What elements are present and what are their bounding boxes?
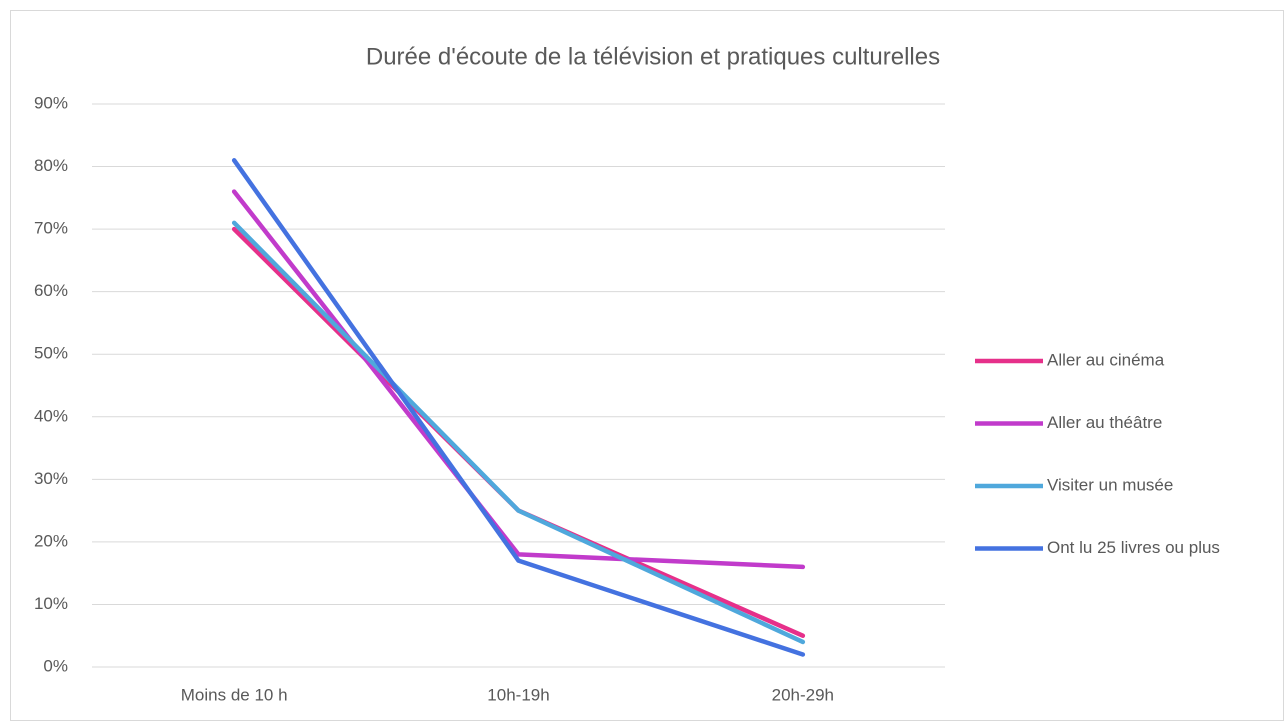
- y-tick-label: 20%: [34, 531, 68, 550]
- chart-title: Durée d'écoute de la télévision et prati…: [366, 43, 940, 70]
- y-tick-label: 30%: [34, 469, 68, 488]
- legend-label: Aller au théâtre: [1047, 413, 1162, 432]
- legend-label: Aller au cinéma: [1047, 350, 1165, 369]
- series-line: [231, 189, 806, 570]
- legend-label: Ont lu 25 livres ou plus: [1047, 538, 1220, 557]
- x-tick-label: 20h-29h: [772, 685, 834, 704]
- series-line: [231, 220, 806, 645]
- x-tick-label: 10h-19h: [487, 685, 549, 704]
- y-tick-label: 70%: [34, 219, 68, 238]
- y-tick-label: 60%: [34, 281, 68, 300]
- y-tick-label: 80%: [34, 156, 68, 175]
- y-tick-label: 10%: [34, 594, 68, 613]
- y-tick-label: 50%: [34, 344, 68, 363]
- series-line: [231, 158, 806, 657]
- y-tick-label: 40%: [34, 406, 68, 425]
- x-tick-label: Moins de 10 h: [181, 685, 288, 704]
- y-tick-label: 90%: [34, 93, 68, 112]
- y-tick-label: 0%: [43, 656, 68, 675]
- legend-label: Visiter un musée: [1047, 475, 1173, 494]
